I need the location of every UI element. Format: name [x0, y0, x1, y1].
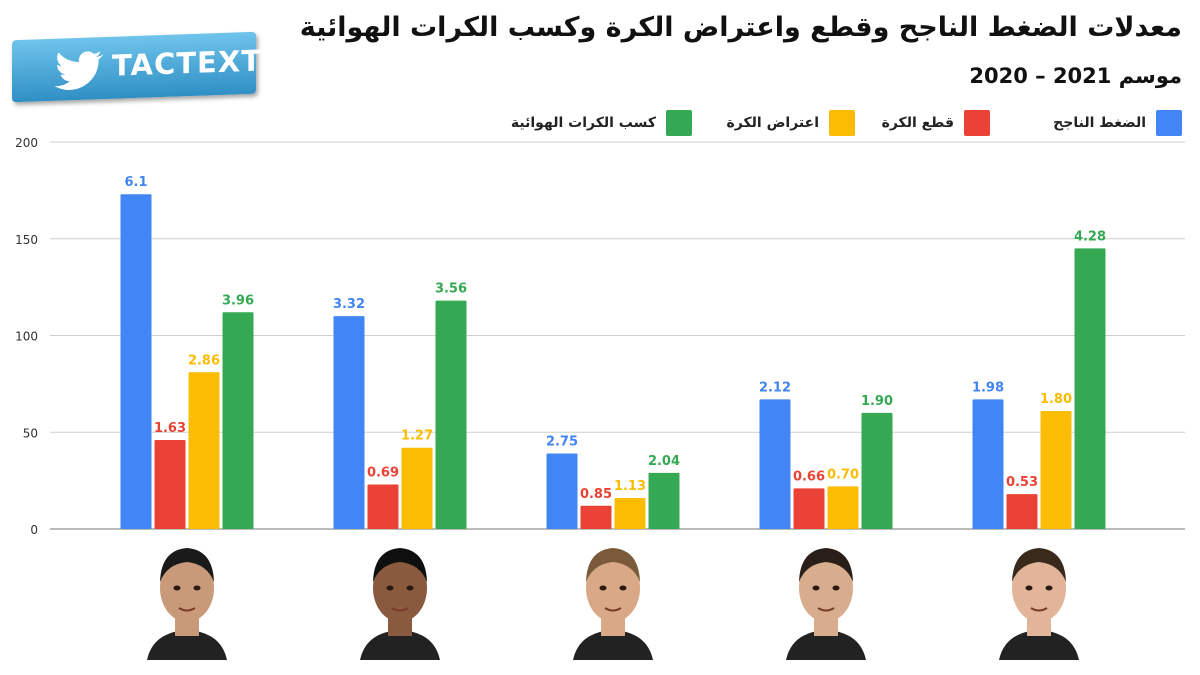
chart-title: معدلات الضغط الناجح وقطع واعتراض الكرة و…	[299, 12, 1182, 43]
legend-item-pressure: الضغط الناجح	[1053, 110, 1182, 136]
bar	[793, 488, 825, 529]
data-label: 4.28	[1074, 229, 1106, 244]
bar	[401, 447, 433, 529]
player-photo-icon	[143, 536, 231, 660]
y-tick-label: 0	[30, 523, 38, 537]
data-label: 1.27	[401, 429, 433, 444]
bar	[580, 505, 612, 529]
data-label: 1.13	[614, 479, 646, 494]
legend-item-tackles: قطع الكرة	[882, 110, 990, 136]
bar	[759, 399, 791, 529]
data-label: 3.32	[333, 297, 365, 312]
bar	[648, 472, 680, 529]
data-label: 0.70	[827, 467, 859, 482]
data-label: 2.04	[648, 454, 680, 469]
twitter-bird-icon	[54, 51, 104, 90]
data-label: 3.96	[222, 293, 254, 308]
data-label: 1.90	[861, 394, 893, 409]
legend-item-aerials: كسب الكرات الهوائية	[511, 110, 692, 136]
bar	[120, 194, 152, 529]
y-tick-label: 50	[23, 426, 38, 440]
data-label: 1.98	[972, 380, 1004, 395]
legend-label-tackles: قطع الكرة	[881, 115, 954, 131]
data-label: 0.66	[793, 469, 825, 484]
bar	[1006, 494, 1038, 529]
bar	[972, 399, 1004, 529]
data-label: 2.12	[759, 380, 791, 395]
legend-swatch-pressure	[1156, 110, 1182, 136]
bar	[1040, 410, 1072, 529]
legend-label-pressure: الضغط الناجح	[1053, 115, 1146, 131]
bar	[861, 412, 893, 529]
bar	[827, 486, 859, 529]
bar	[154, 439, 186, 529]
data-label: 3.56	[435, 282, 467, 297]
data-label: 0.69	[367, 465, 399, 480]
player-photo-icon	[356, 536, 444, 660]
bar	[435, 300, 467, 529]
bar	[188, 372, 220, 529]
player-photo-icon	[782, 536, 870, 660]
legend-swatch-tackles	[964, 110, 990, 136]
legend-label-interceptions: اعتراض الكرة	[726, 115, 819, 131]
legend-swatch-interceptions	[829, 110, 855, 136]
tactext-logo: TACTEXT	[12, 31, 262, 103]
data-label: 6.1	[124, 175, 147, 190]
data-label: 0.85	[580, 487, 612, 502]
bar	[1074, 248, 1106, 530]
y-tick-label: 150	[15, 233, 38, 247]
data-label: 0.53	[1006, 475, 1038, 490]
player-photo-icon	[995, 536, 1083, 660]
y-tick-label: 200	[15, 136, 38, 150]
data-label: 1.63	[154, 421, 186, 436]
player-photo-icon	[569, 536, 657, 660]
bar	[614, 498, 646, 529]
bar	[222, 312, 254, 529]
data-label: 2.75	[546, 435, 578, 450]
bar	[546, 453, 578, 529]
data-label: 2.86	[188, 353, 220, 368]
data-label: 1.80	[1040, 392, 1072, 407]
chart-subtitle: موسم 2021 – 2020	[969, 64, 1182, 88]
legend-label-aerials: كسب الكرات الهوائية	[510, 115, 656, 131]
legend-item-interceptions: اعتراض الكرة	[727, 110, 855, 136]
legend-swatch-aerials	[666, 110, 692, 136]
y-tick-label: 100	[15, 330, 38, 344]
bar	[333, 316, 365, 529]
bar	[367, 484, 399, 529]
